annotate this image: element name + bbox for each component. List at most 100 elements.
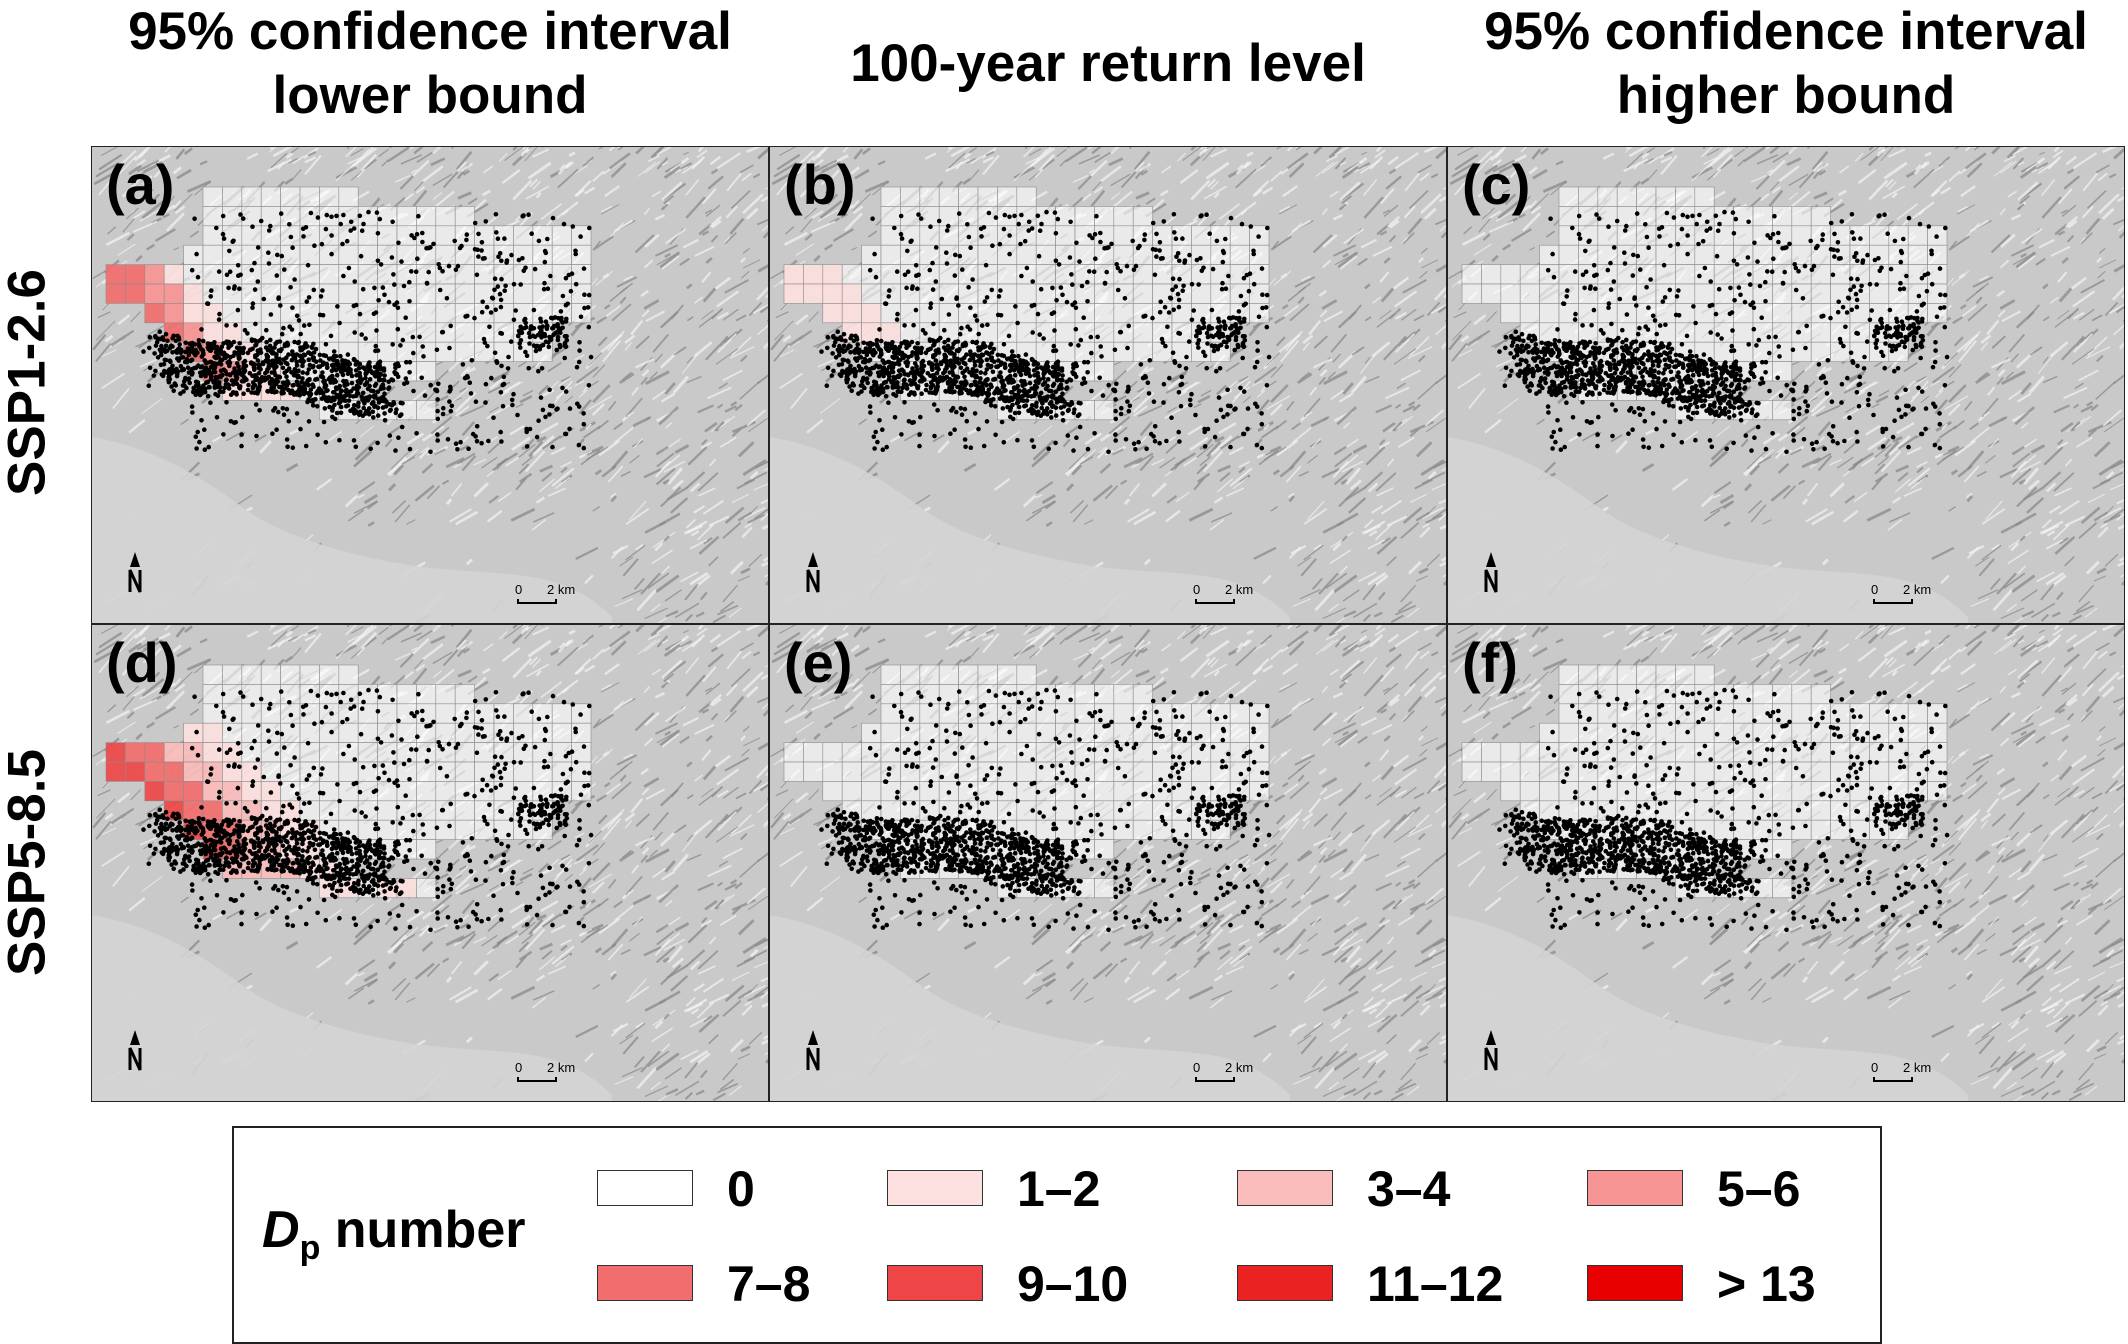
grid-cell [1132,322,1153,343]
grid-cell [997,761,1018,782]
grid-cell [241,206,262,227]
map-graphic: 0 2 km [1448,625,2124,1101]
grid-cell [513,742,534,763]
grid-cell [1210,244,1231,265]
scale-bar [1873,1077,1913,1082]
grid-cell [1869,244,1890,265]
grid-cell [1016,244,1037,265]
row-title-ssp585: SSP5-8.5 [0,749,57,976]
basin-plain [92,437,612,623]
grid-cell [997,244,1018,265]
grid-cell [202,742,223,763]
grid-cell [1888,244,1909,265]
grid-cell [977,303,998,324]
grid-cell [1791,244,1812,265]
grid-cell [338,761,359,782]
grid-cell [260,186,281,207]
grid-cell [125,742,146,763]
map-panel-e: 0 2 km (e) [769,624,1447,1102]
grid-cell [513,264,534,285]
grid-cell [125,283,146,304]
map-panel-f: 0 2 km (f) [1447,624,2125,1102]
grid-cell [105,264,126,285]
grid-cell [319,264,340,285]
grid-cell [1500,781,1521,802]
grid-cell [783,761,804,782]
grid-cell [1597,206,1618,227]
grid-cell [1636,664,1657,685]
grid-cell [861,264,882,285]
grid-cell [260,684,281,705]
grid-cell [319,283,340,304]
grid-cell [454,781,475,802]
grid-cell [977,186,998,207]
grid-cell [202,684,223,705]
north-arrow-icon [128,552,142,593]
grid-cell [1171,303,1192,324]
grid-cell [319,186,340,207]
scale-start: 0 [1193,582,1200,597]
grid-cell [396,303,417,324]
scale-bar [517,1077,557,1082]
grid-cell [1849,303,1870,324]
basin-plain [1448,915,1968,1101]
grid-cell [513,244,534,265]
grid-cell [474,341,495,362]
grid-cell [1035,264,1056,285]
grid-cell [551,225,572,246]
grid-cell [1094,819,1115,840]
legend-swatch [597,1265,693,1301]
grid-cell [163,761,184,782]
grid-cell [1675,800,1696,821]
grid-cell [1035,742,1056,763]
grid-cell [454,283,475,304]
grid-cell [783,283,804,304]
grid-cell [202,283,223,304]
grid-cell [1094,361,1115,382]
grid-cell [299,722,320,743]
grid-cell [1772,819,1793,840]
grid-cell [1055,800,1076,821]
grid-cell [1539,761,1560,782]
grid-cell [1113,703,1134,724]
grid-cell [1113,303,1134,324]
grid-cell [880,206,901,227]
grid-cell [1113,819,1134,840]
grid-cell [202,244,223,265]
grid-cell [396,206,417,227]
grid-cell [1907,722,1928,743]
grid-cell [416,800,437,821]
grid-cell [1558,664,1579,685]
grid-cell [1907,283,1928,304]
grid-cell [280,664,301,685]
scale-end: 2 km [1903,582,1931,597]
grid-cell [1191,283,1212,304]
grid-cell [454,761,475,782]
legend-swatch [1237,1170,1333,1206]
grid-cell [1094,322,1115,343]
grid-cell [1849,781,1870,802]
grid-cell [1094,878,1115,899]
grid-cell [1713,742,1734,763]
grid-cell [1113,781,1134,802]
grid-cell [241,186,262,207]
grid-cell [1094,283,1115,304]
panel-label: (e) [784,631,853,694]
grid-cell [1849,703,1870,724]
grid-cell [1094,781,1115,802]
landslide-points [141,209,594,455]
grid-cell [880,244,901,265]
grid-cell [1791,819,1812,840]
grid-cell [319,322,340,343]
grid-cell [1694,761,1715,782]
grid-cell [958,664,979,685]
grid-cell [183,303,204,324]
grid-cell [532,703,553,724]
grid-cell [144,303,165,324]
grid-cell [880,264,901,285]
grid-cell [1694,664,1715,685]
grid-cell [202,703,223,724]
grid-cell [1869,761,1890,782]
grid-cell [454,684,475,705]
grid-cell [454,303,475,324]
